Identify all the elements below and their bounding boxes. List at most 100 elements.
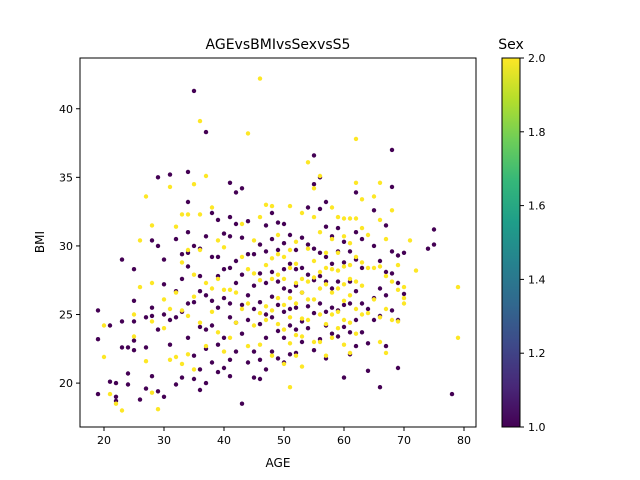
scatter-point bbox=[233, 190, 239, 195]
scatter-point bbox=[149, 280, 155, 286]
scatter-point bbox=[335, 279, 341, 284]
scatter-point bbox=[323, 265, 329, 271]
scatter-point bbox=[287, 295, 293, 301]
scatter-point bbox=[197, 387, 203, 393]
scatter-point bbox=[359, 283, 365, 288]
scatter-point bbox=[401, 301, 407, 306]
scatter-point bbox=[407, 238, 413, 243]
colorbar-tick-label: 1.0 bbox=[528, 421, 546, 434]
scatter-point bbox=[365, 310, 371, 316]
scatter-point bbox=[239, 272, 245, 277]
colorbar-tick-label: 1.6 bbox=[528, 200, 546, 213]
scatter-point bbox=[275, 302, 281, 308]
scatter-point bbox=[389, 279, 395, 284]
scatter-point bbox=[131, 267, 137, 272]
scatter-point bbox=[287, 385, 293, 390]
scatter-point bbox=[341, 342, 347, 347]
scatter-point bbox=[239, 306, 245, 312]
scatter-point bbox=[365, 368, 371, 373]
scatter-point bbox=[149, 374, 155, 379]
scatter-point bbox=[383, 223, 389, 228]
scatter-point bbox=[227, 357, 233, 362]
scatter-point bbox=[311, 182, 317, 187]
scatter-point bbox=[359, 236, 365, 242]
scatter-point bbox=[269, 276, 275, 282]
scatter-point bbox=[311, 258, 317, 264]
scatter-point bbox=[185, 169, 191, 175]
scatter-point bbox=[257, 376, 263, 382]
scatter-point bbox=[311, 214, 317, 220]
scatter-point bbox=[293, 247, 299, 253]
scatter-point bbox=[131, 348, 137, 353]
scatter-point bbox=[383, 343, 389, 349]
x-tick-label: 80 bbox=[457, 434, 471, 447]
scatter-point bbox=[233, 221, 239, 227]
scatter-point bbox=[263, 335, 269, 340]
scatter-point bbox=[269, 269, 275, 275]
scatter-point bbox=[203, 280, 209, 286]
x-axis-label: AGE bbox=[266, 456, 291, 470]
scatter-point bbox=[143, 194, 149, 199]
scatter-point bbox=[269, 315, 275, 320]
scatter-point bbox=[389, 317, 395, 323]
scatter-point bbox=[227, 335, 233, 340]
scatter-point bbox=[215, 330, 221, 335]
scatter-point bbox=[227, 287, 233, 292]
scatter-point bbox=[287, 289, 293, 294]
scatter-point bbox=[269, 308, 275, 313]
scatter-point bbox=[131, 312, 137, 317]
scatter-point bbox=[329, 286, 335, 291]
scatter-point bbox=[209, 286, 215, 291]
scatter-point bbox=[311, 310, 317, 316]
scatter-point bbox=[281, 335, 287, 340]
scatter-point bbox=[323, 321, 329, 327]
scatter-point bbox=[323, 199, 329, 205]
scatter-point bbox=[275, 272, 281, 277]
scatter-point bbox=[107, 379, 113, 384]
scatter-point bbox=[353, 279, 359, 284]
scatter-point bbox=[167, 184, 173, 190]
scatter-point bbox=[287, 315, 293, 320]
scatter-point bbox=[341, 216, 347, 221]
scatter-point bbox=[293, 261, 299, 266]
scatter-point bbox=[179, 308, 185, 313]
scatter-point bbox=[275, 295, 281, 301]
scatter-point bbox=[341, 302, 347, 308]
scatter-point bbox=[191, 294, 197, 299]
scatter-point bbox=[341, 239, 347, 244]
scatter-point bbox=[287, 341, 293, 346]
scatter-point bbox=[347, 350, 353, 356]
scatter-point bbox=[449, 391, 455, 397]
scatter-point bbox=[191, 243, 197, 249]
scatter-point bbox=[353, 136, 359, 142]
scatter-point bbox=[425, 246, 431, 251]
scatter-point bbox=[281, 276, 287, 282]
scatter-point bbox=[239, 254, 245, 260]
scatter-point bbox=[275, 232, 281, 238]
scatter-point bbox=[197, 324, 203, 330]
scatter-point bbox=[269, 294, 275, 299]
scatter-point bbox=[281, 286, 287, 291]
scatter-point bbox=[347, 330, 353, 335]
scatter-point bbox=[179, 276, 185, 282]
scatter-point bbox=[257, 278, 263, 283]
scatter-point bbox=[395, 319, 401, 324]
scatter-point bbox=[281, 267, 287, 272]
scatter-point bbox=[389, 208, 395, 213]
scatter-point bbox=[335, 334, 341, 339]
scatter-point bbox=[317, 173, 323, 179]
scatter-point bbox=[323, 254, 329, 260]
scatter-point bbox=[239, 186, 245, 191]
scatter-point bbox=[215, 238, 221, 243]
scatter-point bbox=[173, 354, 179, 360]
y-axis-label: BMI bbox=[33, 231, 47, 253]
scatter-point bbox=[353, 289, 359, 294]
scatter-point bbox=[371, 317, 377, 323]
scatter-point bbox=[335, 268, 341, 273]
colorbar-tick-label: 2.0 bbox=[528, 52, 546, 65]
scatter-point bbox=[185, 212, 191, 217]
scatter-point bbox=[251, 283, 257, 288]
scatter-point bbox=[191, 367, 197, 372]
scatter-point bbox=[377, 286, 383, 291]
